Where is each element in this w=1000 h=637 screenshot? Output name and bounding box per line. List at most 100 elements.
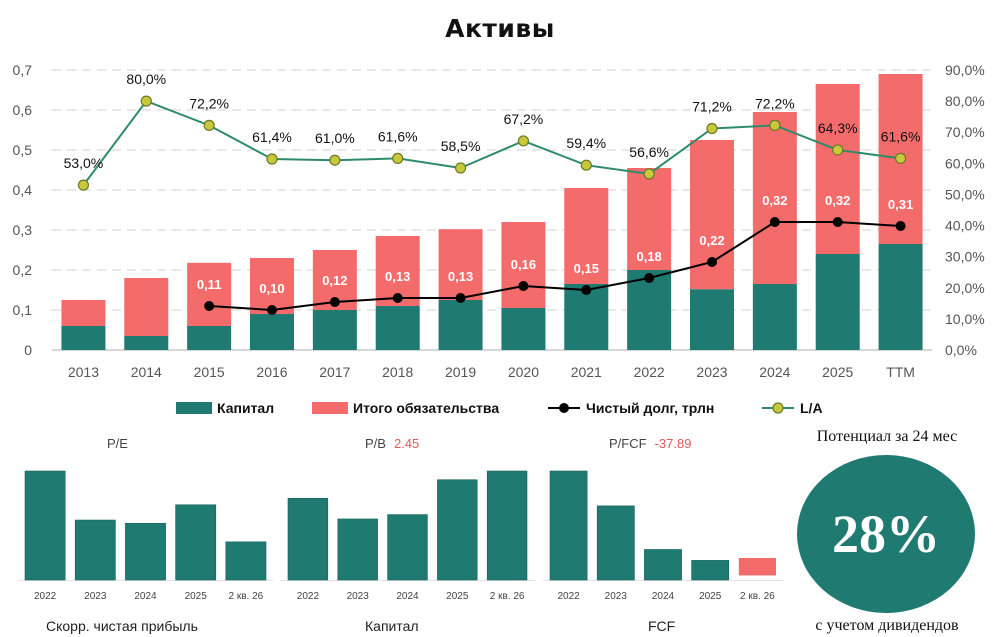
mini-caption-pb: Капитал — [365, 618, 419, 634]
y-right-tick-label: 60,0% — [945, 155, 985, 171]
net-debt-point — [895, 221, 906, 231]
mini-x-label: 2025 — [185, 591, 208, 602]
la-point — [266, 153, 278, 165]
la-point — [580, 159, 592, 171]
mini-bar — [225, 541, 267, 581]
mini-x-label: 2 кв. 26 — [740, 591, 775, 602]
bar-capital — [815, 254, 860, 350]
bar-liabilities — [438, 229, 483, 300]
x-tick-label: 2021 — [571, 364, 602, 380]
mini-bar — [644, 549, 682, 581]
net-debt-point — [329, 297, 340, 307]
net-debt-point — [204, 301, 215, 311]
bar-capital — [752, 284, 797, 350]
potential-value: 28% — [832, 504, 940, 564]
la-label: 59,4% — [566, 135, 606, 151]
y-left-tick-label: 0,7 — [13, 62, 33, 78]
net-debt-label: 0,13 — [448, 269, 473, 284]
net-debt-point — [455, 293, 466, 303]
la-point — [769, 119, 781, 131]
bar-liabilities — [752, 112, 797, 284]
x-tick-label: 2017 — [319, 364, 350, 380]
legend-label-liabilities: Итого обязательства — [353, 400, 499, 416]
bar-liabilities — [627, 168, 672, 270]
la-point — [77, 179, 90, 191]
x-tick-label: 2013 — [68, 364, 99, 380]
la-label: 67,2% — [504, 111, 544, 127]
mini-title-pb: P/B 2.45 — [365, 436, 419, 451]
bar-capital — [878, 244, 923, 350]
la-label: 53,0% — [64, 155, 104, 171]
bar-capital — [312, 310, 357, 350]
la-point — [894, 152, 907, 164]
legend-swatch-capital — [176, 402, 212, 414]
bar-capital — [124, 336, 169, 350]
net-debt-point — [518, 281, 529, 291]
legend-swatch-liabilities — [312, 402, 348, 414]
y-left-tick-label: 0,4 — [13, 182, 33, 198]
y-right-tick-label: 20,0% — [945, 280, 985, 296]
y-right-tick-label: 50,0% — [945, 186, 985, 202]
bar-capital — [187, 326, 232, 350]
mini-bar — [125, 523, 166, 581]
mini-bar — [437, 479, 478, 581]
mini-title-pfcf: P/FCF -37.89 — [609, 436, 691, 451]
mini-bar — [74, 519, 116, 581]
mini-bar-negative — [738, 558, 776, 576]
y-right-tick-label: 70,0% — [945, 124, 985, 140]
mini-bar — [596, 505, 635, 581]
la-label: 56,6% — [629, 144, 669, 160]
net-debt-label: 0,31 — [888, 197, 913, 212]
potential-subtitle: с учетом дивидендов — [815, 617, 959, 634]
mini-title-text: P/E — [107, 436, 128, 451]
la-point — [832, 144, 844, 156]
bar-capital — [375, 306, 420, 350]
net-debt-label: 0,32 — [762, 193, 787, 208]
y-left-tick-label: 0,1 — [13, 302, 33, 318]
bar-liabilities — [187, 262, 232, 326]
bar-liabilities — [501, 222, 546, 308]
mini-x-label: 2024 — [652, 591, 675, 602]
mini-subtitle: -37.89 — [654, 436, 692, 451]
la-point — [517, 135, 530, 147]
main-chart: 0 0,1 0,2 0,3 0,4 0,5 0,6 0,7 0,0% 10,0% 20,0% 30,0… — [13, 62, 985, 380]
net-debt-label: 0,15 — [574, 261, 599, 276]
net-debt-label: 0,10 — [259, 281, 284, 296]
mini-x-label: 2022 — [34, 591, 57, 602]
y-left-tick-label: 0,6 — [13, 102, 33, 118]
y-right-tick-label: 90,0% — [945, 62, 985, 78]
net-debt-label: 0,18 — [636, 249, 661, 264]
net-debt-point — [267, 305, 277, 315]
mini-bar — [387, 514, 428, 581]
chart-legend: Капитал Итого обязательства Чистый долг, т… — [176, 400, 823, 416]
net-debt-label: 0,13 — [385, 269, 410, 284]
mini-bar — [549, 470, 588, 581]
x-tick-label: TTM — [886, 364, 915, 380]
legend-label-capital: Капитал — [217, 400, 274, 416]
chart-title: Активы — [445, 14, 555, 43]
bar-capital — [61, 326, 106, 350]
la-point — [329, 154, 341, 166]
bar-liabilities — [124, 278, 169, 336]
x-tick-label: 2024 — [759, 364, 790, 380]
legend-marker-la — [772, 402, 784, 414]
la-point — [706, 122, 718, 135]
mini-bar — [486, 470, 528, 581]
mini-bar — [337, 518, 378, 581]
mini-x-label: 2023 — [84, 591, 107, 602]
y-left-tick-label: 0,3 — [13, 222, 33, 238]
bar-capital — [690, 289, 734, 350]
la-label: 71,2% — [692, 98, 732, 114]
la-label: 58,5% — [441, 138, 481, 154]
bar-liabilities — [250, 258, 294, 314]
y-left-tick-label: 0,2 — [13, 262, 33, 278]
potential-circle: 28% — [797, 455, 975, 613]
mini-caption-fcf: FCF — [648, 618, 676, 634]
mini-x-label: 2023 — [347, 591, 370, 602]
bar-liabilities — [815, 84, 860, 254]
la-label: 72,2% — [189, 95, 229, 111]
mini-x-label: 2023 — [605, 591, 628, 602]
x-tick-label: 2014 — [131, 364, 162, 380]
mini-x-label: 2 кв. 26 — [229, 591, 264, 602]
la-point — [454, 162, 467, 174]
